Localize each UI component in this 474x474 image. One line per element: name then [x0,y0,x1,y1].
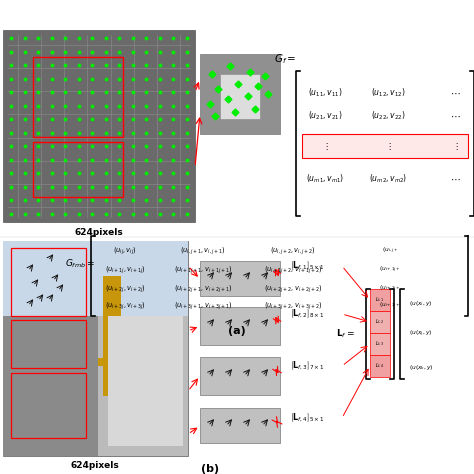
Bar [200,261,280,296]
Bar [370,355,390,377]
Text: $(u_{m1},v_{m1})$: $(u_{m1},v_{m1})$ [306,173,344,185]
Text: $(u_{11},v_{11})$: $(u_{11},v_{11})$ [308,87,342,99]
Bar [11,320,86,368]
Text: $\left[\mathbf{L}_{f,3}\right]_{7\times 1}$: $\left[\mathbf{L}_{f,3}\right]_{7\times … [290,360,324,372]
Text: $G_f =$: $G_f =$ [274,52,296,66]
Text: $(u_{m2},v_{m2})$: $(u_{m2},v_{m2})$ [369,173,407,185]
Text: $\vdots$: $\vdots$ [322,140,328,152]
Text: 624pixels: 624pixels [74,228,123,237]
Bar [370,289,390,311]
Text: $(u_{12},v_{12})$: $(u_{12},v_{12})$ [371,87,405,99]
Text: $(u_{21},v_{21})$: $(u_{21},v_{21})$ [308,110,342,122]
Bar [33,57,123,137]
Text: $L_{f,2}$: $L_{f,2}$ [375,318,385,326]
Text: $(u(x_j,y)$: $(u(x_j,y)$ [409,329,432,339]
Text: $(u(x_k,y)$: $(u(x_k,y)$ [409,363,434,372]
Bar [200,408,280,443]
Text: $\mathbf{L}_{f} =$: $\mathbf{L}_{f} =$ [337,328,355,340]
Bar [200,54,280,134]
Text: 624pixels: 624pixels [71,462,119,471]
Text: $\cdots$: $\cdots$ [450,111,460,121]
Text: $(u_{ij},v_{ij})$: $(u_{ij},v_{ij})$ [113,246,137,257]
Bar [33,142,123,197]
Text: $(u_{i,j+}$: $(u_{i,j+}$ [382,246,398,256]
Text: $\left[\mathbf{L}_{f,1}\right]_{5\times 1}$: $\left[\mathbf{L}_{f,1}\right]_{5\times … [290,260,324,272]
Text: (b): (b) [201,464,219,474]
Text: $(u(x_i,y)$: $(u(x_i,y)$ [409,300,432,309]
Bar [3,30,195,222]
Text: $(u_{i,j+2},v_{i,j+2})$: $(u_{i,j+2},v_{i,j+2})$ [270,246,316,257]
Bar [200,307,280,345]
Text: $\cdots$: $\cdots$ [450,88,460,98]
Text: $\left[\mathbf{L}_{f,4}\right]_{5\times 1}$: $\left[\mathbf{L}_{f,4}\right]_{5\times … [290,412,324,424]
Bar [103,276,121,396]
Bar [3,316,98,456]
Text: $L_{f,1}$: $L_{f,1}$ [375,296,385,304]
Bar [11,248,86,316]
Text: $(u_{i+1j+1},v_{i+1j+1})$: $(u_{i+1j+1},v_{i+1j+1})$ [174,264,232,276]
Text: $L_{f,4}$: $L_{f,4}$ [375,362,385,370]
Text: $(u_{i+3j},v_{i+3j})$: $(u_{i+3j},v_{i+3j})$ [105,301,146,312]
Text: $\cdots$: $\cdots$ [450,174,460,184]
Text: $L_{f,3}$: $L_{f,3}$ [375,340,385,348]
Bar [302,134,468,158]
Text: $(u_{i+1j+}$: $(u_{i+1j+}$ [379,265,401,275]
Bar [370,333,390,355]
Bar [200,357,280,395]
Bar [370,311,390,333]
Text: $G_{fmb} =$: $G_{fmb} =$ [65,258,95,270]
Bar [3,241,188,456]
Text: $(u_{i+2j+}$: $(u_{i+2j+}$ [379,284,401,294]
Text: $\left[\mathbf{L}_{f,2}\right]_{8\times 1}$: $\left[\mathbf{L}_{f,2}\right]_{8\times … [290,308,324,320]
Text: $(u_{i+2j+2},v_{i+2j+2})$: $(u_{i+2j+2},v_{i+2j+2})$ [264,283,322,295]
Bar [88,358,148,366]
Bar [108,316,183,446]
Text: $(u_{22},v_{22})$: $(u_{22},v_{22})$ [371,110,405,122]
Text: $\vdots$: $\vdots$ [385,140,392,152]
Bar [11,373,86,438]
Text: $(u_{i+3j+}$: $(u_{i+3j+}$ [379,301,401,311]
Text: $(u_{i+2j+1},v_{i+2j+1})$: $(u_{i+2j+1},v_{i+2j+1})$ [174,283,232,295]
Text: $(u_{i+2j},v_{i+2j})$: $(u_{i+2j},v_{i+2j})$ [105,283,146,295]
Bar [3,241,188,316]
Text: $\vdots$: $\vdots$ [452,140,458,152]
Text: $(u_{i+1j},v_{i+1j})$: $(u_{i+1j},v_{i+1j})$ [105,264,146,276]
Text: $(u_{i+3j+2},v_{i+3j+2})$: $(u_{i+3j+2},v_{i+3j+2})$ [264,301,322,312]
Bar [220,74,260,119]
Text: $(u_{i+3j+1},v_{i+3j+1})$: $(u_{i+3j+1},v_{i+3j+1})$ [174,301,232,312]
Text: $(u_{i+1j+2},v_{i+1j+2})$: $(u_{i+1j+2},v_{i+1j+2})$ [264,264,322,276]
Text: $(u_{i,j+1},v_{i,j+1})$: $(u_{i,j+1},v_{i,j+1})$ [180,246,226,257]
Text: (a): (a) [228,326,246,336]
